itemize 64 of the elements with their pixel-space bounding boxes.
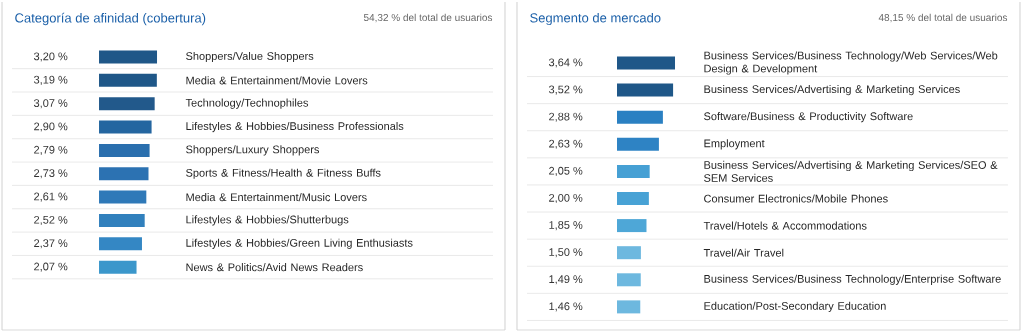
data-label: 2,07 % (34, 262, 68, 272)
y-tick-label: Media & Entertainment/Movie Lovers (186, 76, 368, 85)
text: 48,15 % del total de usuarios (878, 13, 1008, 23)
data-label: 3,64 % (548, 58, 583, 68)
bar (617, 191, 649, 205)
data-label: 2,00 % (549, 193, 583, 204)
bar (99, 167, 149, 181)
y-tick-label: Business Services/Advertising & Marketing Services/SEO & SEM Services (704, 160, 998, 182)
y-tick-label: News & Politics/Avid News Readers (186, 263, 363, 272)
data-label: 2,90 % (34, 122, 68, 132)
data-label: 2,37 % (34, 239, 68, 249)
data-label: 1,46 % (549, 302, 583, 312)
bar (617, 137, 659, 151)
data-label: 2,05 % (549, 166, 583, 176)
y-tick-label: Lifestyles & Hobbies/Shutterbugs (186, 215, 349, 226)
bar (99, 213, 145, 227)
bar (617, 164, 650, 178)
y-tick-label: Business Services/Business Technology/Enterprise Software (704, 274, 1001, 285)
bar (99, 97, 155, 111)
y-tick-label: Lifestyles & Hobbies/Green Living Enthusiasts (186, 238, 413, 249)
chart-title: Segmento de mercado (530, 12, 661, 26)
data-label: 1,85 % (549, 221, 583, 231)
data-label: 3,20 % (33, 52, 68, 62)
y-tick-label: Shoppers/Value Shoppers (186, 51, 314, 63)
bar (99, 237, 142, 251)
bar (617, 273, 641, 287)
y-tick-label: Shoppers/Luxury Shoppers (186, 145, 320, 156)
bar (617, 110, 663, 124)
bar (99, 50, 158, 64)
y-tick-label: Lifestyles & Hobbies/Business Professionals (186, 121, 404, 133)
bar (617, 219, 647, 233)
data-label: 1,49 % (549, 275, 583, 285)
bar (99, 120, 152, 134)
y-tick-label: Technology/Technophiles (185, 98, 309, 109)
y-tick-label: Software/Business & Productivity Software (704, 112, 913, 123)
bar (617, 300, 641, 314)
bar (99, 73, 157, 87)
bar (617, 246, 641, 260)
data-label: 3,52 % (548, 85, 583, 95)
bar (617, 83, 674, 97)
y-tick-label: Business Services/Advertising & Marketing Services (704, 84, 960, 96)
y-tick-label: Education/Post-Secondary Education (704, 301, 886, 313)
data-label: 2,88 % (549, 112, 583, 122)
bar (99, 190, 147, 204)
y-tick-label: Sports & Fitness/Health & Fitness Buffs (186, 168, 381, 179)
y-tick-label: Media & Entertainment/Music Lovers (186, 193, 367, 202)
data-label: 1,50 % (549, 248, 583, 258)
y-tick-label: Employment (704, 139, 765, 150)
data-label: 2,63 % (549, 139, 583, 149)
data-label: 2,52 % (34, 215, 68, 225)
y-tick-label: Travel/Air Travel (703, 248, 784, 257)
y-tick-label: Business Services/Business Technology/Web Services/Web Design & Development (704, 51, 998, 75)
bar (99, 260, 137, 274)
bar (617, 56, 676, 70)
data-label: 2,73 % (34, 169, 68, 179)
y-tick-label: Consumer Electronics/Mobile Phones (704, 194, 888, 203)
data-label: 2,61 % (34, 192, 68, 202)
text: 54,32 % del total de usuarios (363, 13, 493, 23)
data-label: 2,79 % (34, 145, 68, 155)
data-label: 3,07 % (33, 99, 68, 109)
bar (99, 143, 150, 157)
data-label: 3,19 % (33, 75, 68, 85)
chart-title: Categoría de afinidad (cobertura) (15, 12, 206, 26)
y-tick-label: Travel/Hotels & Accommodations (703, 221, 867, 230)
